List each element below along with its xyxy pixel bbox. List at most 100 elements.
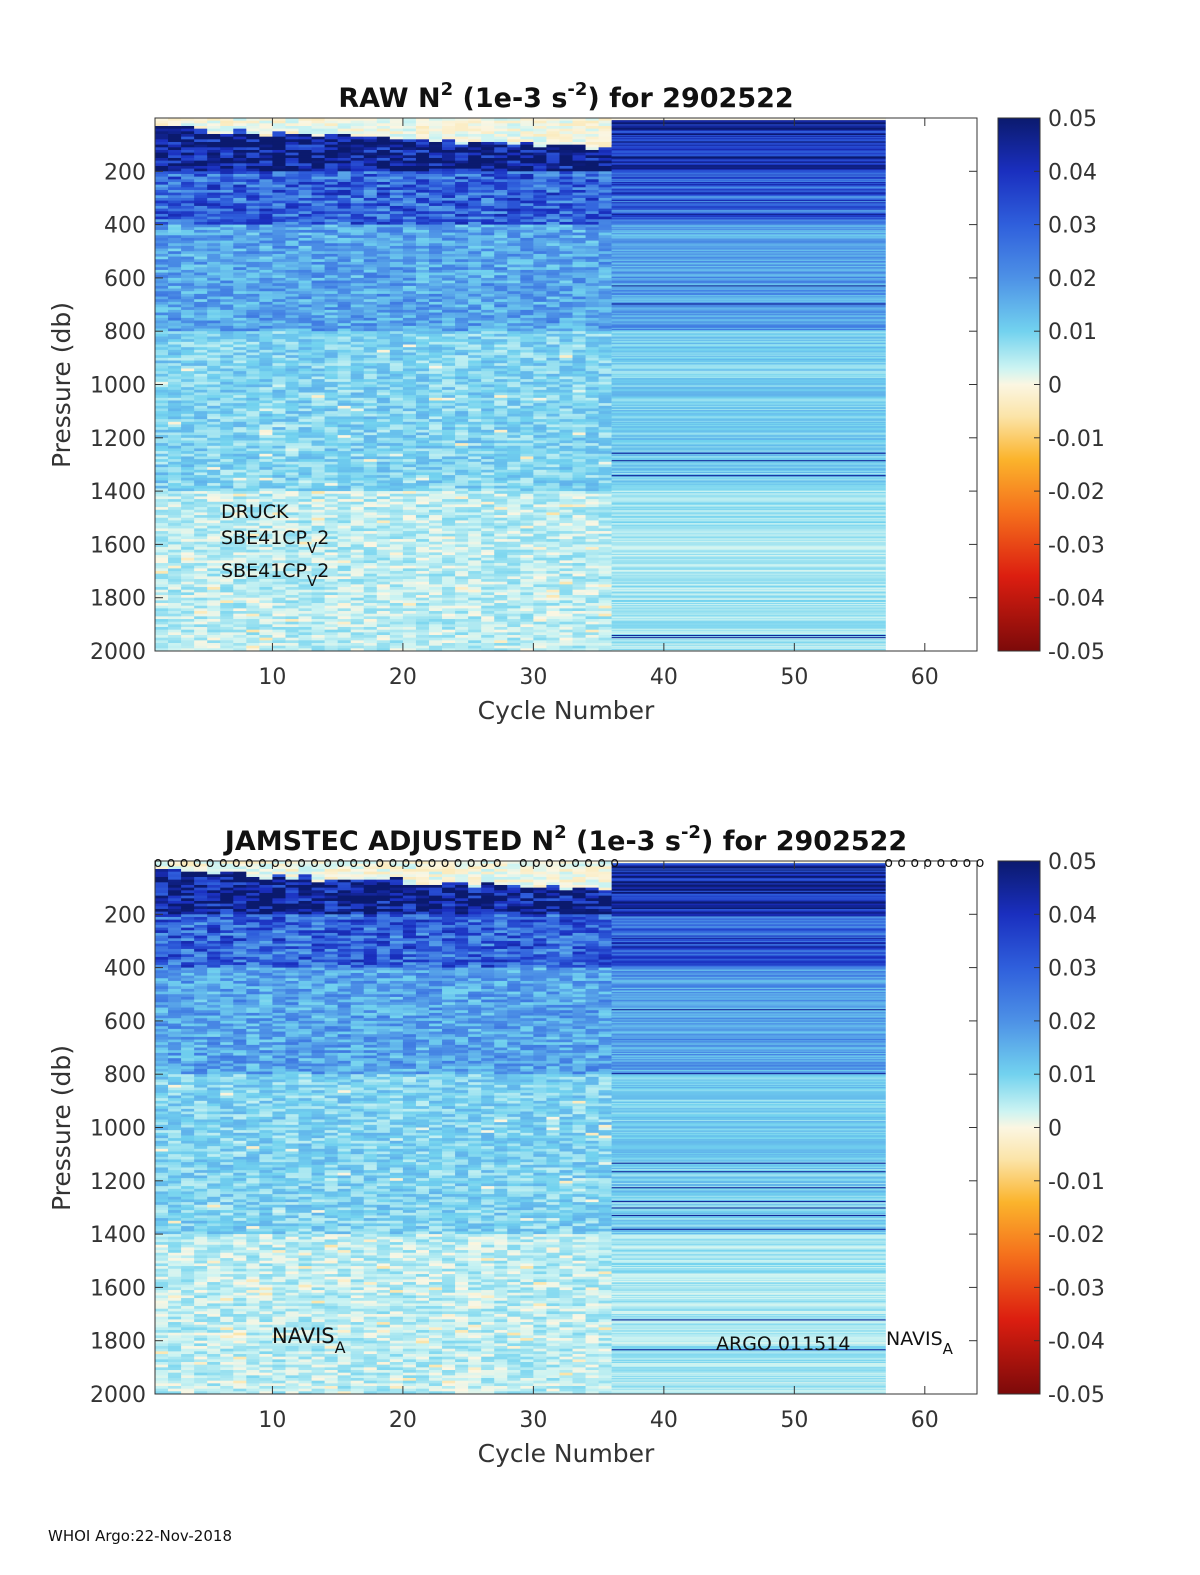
heatmap-cell — [442, 118, 456, 122]
heatmap-cell — [246, 605, 260, 609]
heatmap-cell — [402, 403, 417, 407]
heatmap-cell — [442, 528, 456, 532]
heatmap-cell — [402, 248, 417, 252]
heatmap-cell — [298, 253, 313, 258]
heatmap-cell — [155, 277, 169, 282]
heatmap-cell — [298, 277, 313, 282]
heatmap-cell — [233, 421, 247, 425]
heatmap-cell — [181, 288, 195, 292]
heatmap-cell — [259, 469, 273, 473]
heatmap-cell — [207, 173, 221, 178]
heatmap-cell — [389, 264, 404, 268]
heatmap-cell — [272, 256, 286, 260]
heatmap-cell — [168, 379, 182, 383]
heatmap-cell — [220, 285, 234, 290]
heatmap-cell — [311, 224, 326, 228]
heatmap-cell — [298, 432, 313, 436]
heatmap-cell — [402, 629, 417, 633]
heatmap-cell — [233, 336, 247, 340]
heatmap-cell — [168, 528, 182, 532]
heatmap-cell — [442, 552, 456, 556]
heatmap-cell — [324, 443, 339, 447]
heatmap-cell — [350, 512, 365, 516]
heatmap-cell — [350, 123, 365, 127]
heatmap-cell — [468, 557, 482, 561]
heatmap-cell — [363, 472, 378, 476]
heatmap-cell — [337, 192, 352, 196]
heatmap-cell — [285, 299, 300, 303]
heatmap-cell — [442, 189, 456, 194]
heatmap-cell — [376, 411, 391, 415]
heatmap-cell — [272, 272, 286, 276]
heatmap-cell — [442, 349, 456, 354]
heatmap-cell — [324, 592, 339, 596]
heatmap-cell — [415, 552, 430, 556]
heatmap-cell — [168, 525, 182, 529]
heatmap-cell — [285, 547, 300, 551]
heatmap-cell — [337, 379, 352, 383]
heatmap-cell — [168, 176, 182, 180]
heatmap-cell — [285, 264, 300, 268]
heatmap-cell — [389, 440, 404, 444]
heatmap-cell — [376, 280, 391, 284]
heatmap-cell — [415, 171, 430, 175]
heatmap-cell — [455, 619, 469, 623]
heatmap-cell — [194, 541, 208, 545]
heatmap-cell — [429, 189, 443, 194]
heatmap-cell — [272, 515, 286, 519]
heatmap-cell — [285, 123, 300, 127]
heatmap-cell — [389, 608, 404, 612]
heatmap-cell — [285, 120, 300, 124]
heatmap-cell — [389, 520, 404, 524]
heatmap-cell — [429, 192, 443, 196]
heatmap-cell — [376, 216, 391, 220]
heatmap-cell — [402, 179, 417, 183]
heatmap-cell — [350, 493, 365, 497]
heatmap-cell — [389, 299, 404, 303]
heatmap-cell — [207, 621, 221, 625]
heatmap-cell — [207, 453, 221, 457]
heatmap-cell — [337, 443, 352, 447]
heatmap-cell — [181, 347, 195, 351]
heatmap-cell — [389, 611, 404, 615]
heatmap-cell — [298, 491, 313, 495]
heatmap-cell — [363, 549, 378, 553]
heatmap-cell — [415, 315, 430, 319]
heatmap-cell — [272, 197, 286, 202]
heatmap-cell — [272, 192, 286, 196]
heatmap-cell — [272, 528, 286, 532]
heatmap-cell — [337, 272, 352, 276]
heatmap-cell — [168, 323, 182, 327]
heatmap-cell — [168, 371, 182, 375]
heatmap-cell — [246, 195, 260, 199]
heatmap-cell — [337, 592, 352, 596]
heatmap-cell — [246, 557, 260, 561]
heatmap-cell — [350, 125, 365, 130]
heatmap-cell — [468, 165, 482, 170]
heatmap-cell — [220, 339, 234, 343]
heatmap-cell — [324, 571, 339, 575]
heatmap-cell — [468, 461, 482, 465]
heatmap-cell — [442, 309, 456, 314]
heatmap-cell — [246, 405, 260, 409]
heatmap-cell — [259, 499, 273, 503]
heatmap-cell — [350, 557, 365, 561]
heatmap-cell — [402, 579, 417, 583]
heatmap-cell — [376, 517, 391, 521]
heatmap-cell — [272, 445, 286, 449]
heatmap-cell — [429, 205, 443, 210]
heatmap-cell — [468, 155, 482, 159]
heatmap-cell — [402, 333, 417, 338]
heatmap-cell — [350, 144, 365, 148]
heatmap-cell — [389, 216, 404, 220]
heatmap-cell — [233, 563, 247, 567]
heatmap-cell — [468, 245, 482, 250]
heatmap-cell — [376, 645, 391, 649]
heatmap-cell — [389, 219, 404, 223]
heatmap-cell — [272, 243, 286, 247]
heatmap-cell — [181, 219, 195, 223]
heatmap-cell — [455, 469, 469, 473]
heatmap-cell — [324, 325, 339, 330]
heatmap-cell — [442, 611, 456, 615]
heatmap-cell — [389, 549, 404, 553]
